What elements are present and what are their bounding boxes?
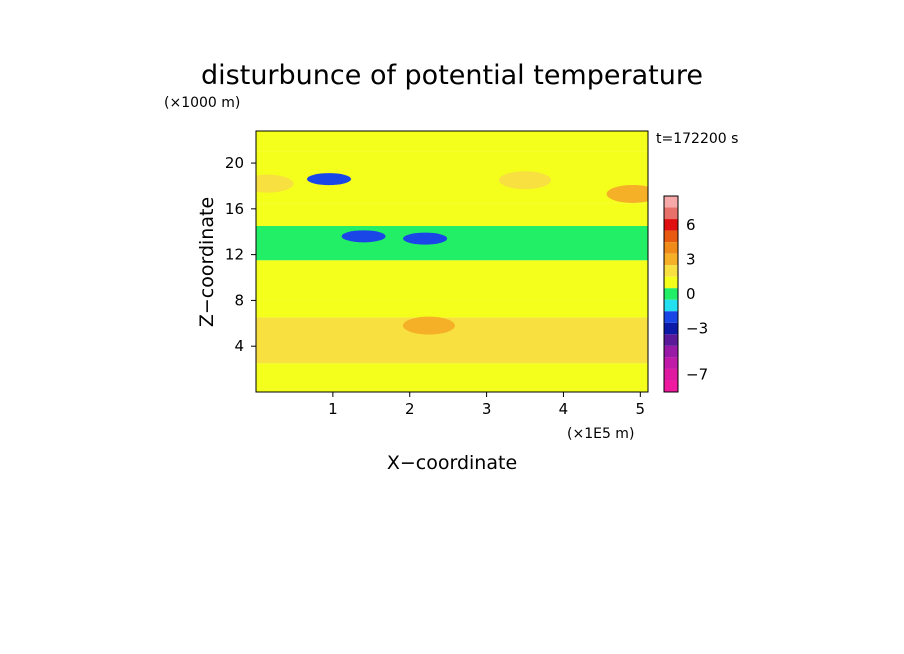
- y-ticks: 4 8 12 16 20: [225, 154, 256, 355]
- field-layer: [256, 131, 648, 392]
- y-tick-label: 4: [234, 337, 244, 355]
- x-tick-label: 3: [482, 400, 492, 418]
- colorbar-swatch: [664, 265, 678, 277]
- plot-frame: [255, 130, 649, 393]
- y-tick-label: 8: [234, 291, 244, 309]
- field-feature: [307, 173, 352, 186]
- x-tick-label: 1: [328, 400, 338, 418]
- colorbar-swatch: [664, 207, 678, 220]
- chart-title: disturbunce of potential temperature: [201, 60, 703, 91]
- colorbar-swatch: [664, 242, 678, 254]
- colorbar-swatch: [664, 299, 678, 312]
- x-tick-label: 4: [559, 400, 569, 418]
- colorbar: 6 3 0 −3 −7: [663, 195, 708, 393]
- colorbar-swatch: [664, 253, 678, 266]
- field-band: [256, 363, 648, 389]
- colorbar-swatch: [664, 311, 678, 323]
- y-tick-label: 16: [225, 200, 244, 218]
- field-band: [256, 203, 648, 227]
- colorbar-swatch: [664, 368, 678, 381]
- field-band: [256, 300, 648, 318]
- x-ticks: 1 2 3 4 5: [328, 392, 645, 418]
- field-band: [256, 151, 648, 175]
- colorbar-swatch: [664, 334, 678, 346]
- field-feature: [306, 333, 359, 352]
- field-feature: [402, 316, 455, 335]
- field-feature: [256, 174, 294, 193]
- y-unit-label: (×1000 m): [164, 95, 240, 111]
- colorbar-swatch: [664, 345, 678, 358]
- colorbar-tick-label: −7: [686, 366, 708, 384]
- colorbar-frame: [663, 195, 679, 393]
- colorbar-swatch: [664, 230, 678, 243]
- field-band: [256, 388, 648, 392]
- colorbar-tick-label: 0: [686, 285, 696, 303]
- plot-area: [255, 130, 649, 393]
- y-tick-label: 12: [225, 246, 244, 264]
- colorbar-swatch: [664, 219, 678, 231]
- x-tick-label: 5: [636, 400, 646, 418]
- colorbar-tick-label: 6: [686, 216, 696, 234]
- y-tick-label: 20: [225, 154, 244, 172]
- field-feature: [606, 184, 648, 203]
- colorbar-swatch: [664, 196, 678, 208]
- x-axis-label: X−coordinate: [387, 452, 517, 474]
- colorbar-swatch: [664, 380, 678, 392]
- field-band: [256, 260, 648, 301]
- time-label: t=172200 s: [656, 131, 738, 147]
- x-tick-label: 2: [405, 400, 415, 418]
- field-band: [256, 131, 648, 152]
- field-band: [256, 226, 648, 261]
- colorbar-swatch: [664, 288, 678, 300]
- colorbar-tick-label: −3: [686, 320, 708, 338]
- field-feature: [403, 232, 448, 245]
- field-feature: [341, 230, 386, 243]
- y-axis-label: Z−coordinate: [196, 197, 218, 327]
- colorbar-swatch: [664, 276, 678, 289]
- colorbar-swatch: [664, 357, 678, 369]
- colorbar-swatch: [664, 322, 678, 335]
- field-feature: [499, 171, 552, 190]
- x-unit-label: (×1E5 m): [567, 426, 634, 442]
- colorbar-tick-label: 3: [686, 250, 696, 268]
